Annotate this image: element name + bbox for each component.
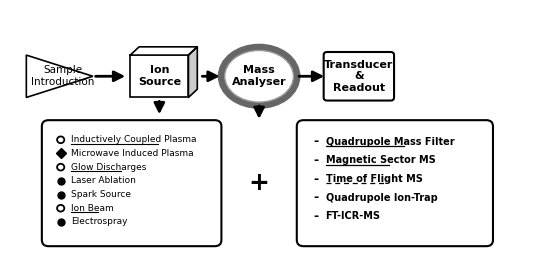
- Text: Quadrupole Mass Filter: Quadrupole Mass Filter: [326, 137, 455, 147]
- Text: -: -: [313, 210, 318, 223]
- Text: Mass
Analyser: Mass Analyser: [232, 66, 286, 87]
- Text: Transducer
&
Readout: Transducer & Readout: [324, 60, 394, 93]
- Text: Ion Beam: Ion Beam: [71, 204, 114, 213]
- FancyBboxPatch shape: [324, 52, 394, 100]
- Text: Magnetic Sector MS: Magnetic Sector MS: [326, 156, 436, 165]
- Polygon shape: [130, 47, 197, 55]
- FancyBboxPatch shape: [42, 120, 222, 246]
- Text: -: -: [313, 135, 318, 148]
- Text: Sample
Introduction: Sample Introduction: [31, 66, 94, 87]
- Text: -: -: [313, 173, 318, 186]
- Text: Electrospray: Electrospray: [71, 217, 128, 226]
- Text: Ion
Source: Ion Source: [138, 66, 181, 87]
- Text: Glow Discharges: Glow Discharges: [71, 163, 146, 172]
- Text: FT-ICR-MS: FT-ICR-MS: [326, 211, 380, 221]
- Polygon shape: [188, 47, 197, 97]
- Ellipse shape: [222, 48, 296, 105]
- Text: -: -: [313, 191, 318, 204]
- Text: -: -: [313, 154, 318, 167]
- Ellipse shape: [224, 50, 294, 102]
- Text: Laser Ablation: Laser Ablation: [71, 176, 136, 185]
- Text: Spark Source: Spark Source: [71, 190, 131, 199]
- Polygon shape: [26, 55, 93, 97]
- Text: Microwave Induced Plasma: Microwave Induced Plasma: [71, 149, 194, 158]
- FancyBboxPatch shape: [297, 120, 493, 246]
- Text: Quadrupole Ion-Trap: Quadrupole Ion-Trap: [326, 193, 437, 203]
- Text: +: +: [248, 171, 270, 195]
- Text: Time of Flight MS: Time of Flight MS: [326, 174, 422, 184]
- Bar: [130, 55, 188, 97]
- Text: Inductively Coupled Plasma: Inductively Coupled Plasma: [71, 135, 197, 144]
